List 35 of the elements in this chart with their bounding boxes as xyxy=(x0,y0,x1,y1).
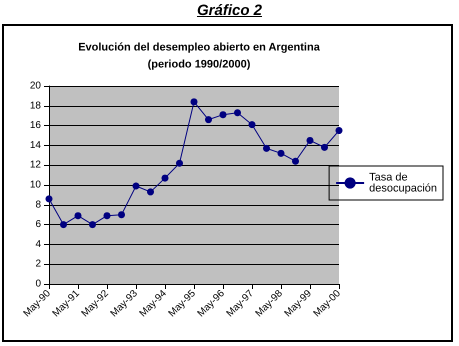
point xyxy=(60,221,67,228)
y-tick-label: 18 xyxy=(30,100,42,112)
y-tick-label: 2 xyxy=(35,258,42,270)
point xyxy=(118,211,125,218)
point xyxy=(248,121,256,128)
y-tick-label: 20 xyxy=(30,80,42,92)
point xyxy=(336,127,342,134)
point xyxy=(176,160,183,167)
y-tick-label: 4 xyxy=(35,238,42,250)
y-tick-label: 0 xyxy=(35,278,42,290)
point xyxy=(306,136,314,144)
y-tick-label: 12 xyxy=(30,160,42,171)
point xyxy=(278,150,284,157)
point xyxy=(205,116,212,124)
point xyxy=(147,188,154,196)
y-tick-label: 16 xyxy=(30,120,42,132)
chart-title: Gráfico 2 xyxy=(196,2,264,19)
y-tick-label: 14 xyxy=(30,140,42,151)
y-tick-label: 6 xyxy=(35,219,42,230)
point xyxy=(162,174,168,182)
y-tick-label: 8 xyxy=(35,199,42,210)
point xyxy=(46,195,52,202)
point xyxy=(132,182,140,190)
point xyxy=(292,158,299,165)
point xyxy=(321,144,328,151)
point xyxy=(220,111,226,118)
point xyxy=(89,221,96,228)
chart-subtitle: Evolución del desempleo abierto en Argentina (periodo 1990/2000) xyxy=(78,42,321,70)
point xyxy=(190,98,198,106)
point xyxy=(263,144,270,152)
point xyxy=(74,212,82,220)
point xyxy=(104,212,110,220)
legend-label: Tasa de desocupación xyxy=(369,172,438,194)
point xyxy=(234,109,241,116)
y-tick-label: 10 xyxy=(30,180,42,190)
